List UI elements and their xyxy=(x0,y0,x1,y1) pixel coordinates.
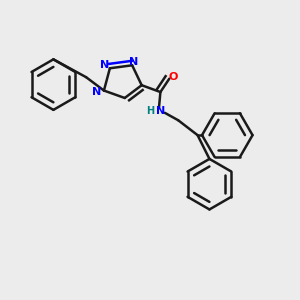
Text: N: N xyxy=(156,106,165,116)
Text: H: H xyxy=(146,106,154,116)
Text: N: N xyxy=(100,60,109,70)
Text: N: N xyxy=(92,87,101,97)
Text: O: O xyxy=(168,72,178,82)
Text: N: N xyxy=(129,57,138,67)
